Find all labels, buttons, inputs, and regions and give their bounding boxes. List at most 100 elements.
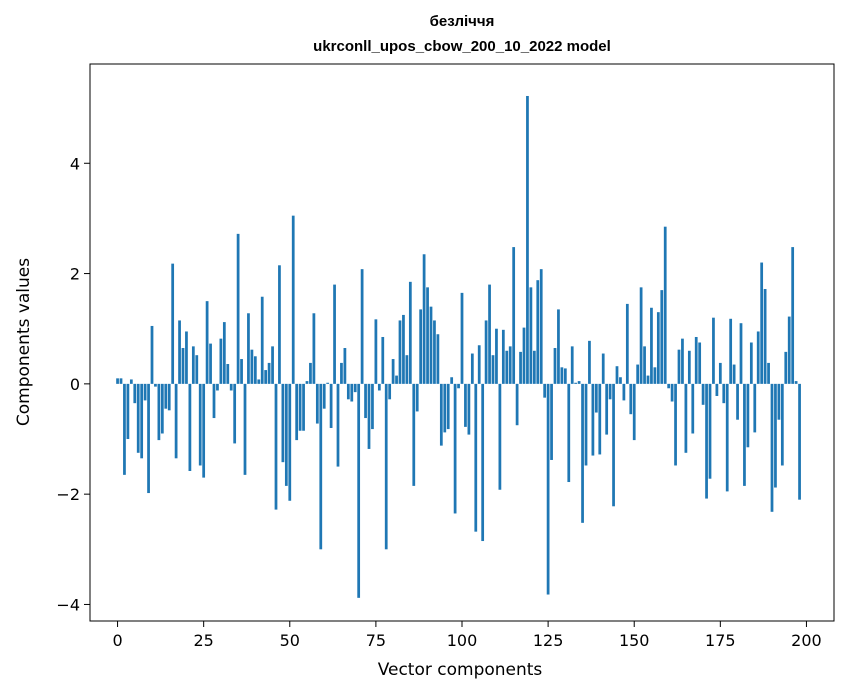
bar [739,323,743,384]
bars-group [116,95,801,598]
bar [605,383,609,435]
bar [532,350,536,384]
bar [477,345,481,384]
bar [377,383,381,391]
y-tick-label: 4 [70,154,80,173]
bar [656,312,660,384]
bar [188,383,192,471]
bar [164,383,168,409]
bar [577,381,581,384]
bar [333,284,336,384]
bar [484,320,488,384]
x-tick-label: 150 [619,631,650,650]
bar [732,364,736,384]
bar [360,269,364,384]
bar [412,383,416,486]
bar [619,377,622,384]
bar [529,287,533,384]
bar [550,383,553,460]
bar [460,292,464,384]
chart-title: безліччя [430,13,495,30]
bar [574,382,578,384]
bar [632,383,636,441]
bar [591,383,595,456]
bar [250,349,254,384]
bar [305,381,309,384]
bar [453,383,457,514]
bar [756,331,760,384]
bar [701,383,705,405]
bar [436,334,440,384]
bar [498,383,502,490]
bar [367,383,371,449]
bar [481,383,485,542]
bar [288,383,292,501]
bar [667,383,671,389]
bar [439,383,443,446]
bar [195,355,199,384]
bar [191,346,195,384]
x-axis-ticks: 0 25 50 75 100 125 150 175 200 [112,621,822,650]
bar [512,247,516,384]
bar [271,346,274,384]
bar [119,378,123,384]
bar [136,383,140,453]
bar [302,383,305,431]
bar [133,383,137,404]
bar [581,383,584,523]
bar [343,348,347,384]
bar [319,383,323,550]
bar [560,367,564,384]
bar [309,362,312,384]
bar [198,383,202,466]
y-axis-ticks: −4 −2 0 2 4 [56,154,90,614]
bar [629,383,633,415]
bar [388,383,392,400]
bar [281,383,285,463]
bar [536,280,540,384]
bar [522,327,526,384]
bar [154,383,157,387]
bar [760,262,764,384]
bar [419,309,423,384]
bar [247,313,250,384]
bar [505,350,509,384]
bar [563,368,567,384]
bar [708,383,712,479]
bar [129,379,133,384]
bar [398,320,402,384]
bar [677,349,681,384]
bar [753,383,757,433]
bar [770,383,774,512]
y-tick-label: 0 [70,375,80,394]
bar [350,383,354,402]
y-tick-label: −2 [56,485,80,504]
bar [357,383,361,598]
bar [774,383,777,488]
bar [643,346,646,384]
bar [160,383,164,434]
bar [784,351,788,384]
bar [312,313,316,384]
bar [260,296,264,384]
bar [464,383,467,427]
bar [687,350,691,384]
bar [212,383,216,419]
bar [646,375,650,384]
chart-subtitle: ukrconll_upos_cbow_200_10_2022 model [313,38,611,55]
bar [408,281,412,384]
bar [663,226,667,384]
bar [712,317,715,384]
bar [147,383,150,494]
bar [181,348,185,384]
bar [553,348,557,384]
bar [705,383,708,499]
bar [718,362,722,384]
bar [240,359,243,384]
bar [205,301,209,384]
bar [264,370,268,384]
bar [467,383,471,435]
bar [691,383,695,434]
bar [546,383,550,595]
bar [157,383,161,441]
